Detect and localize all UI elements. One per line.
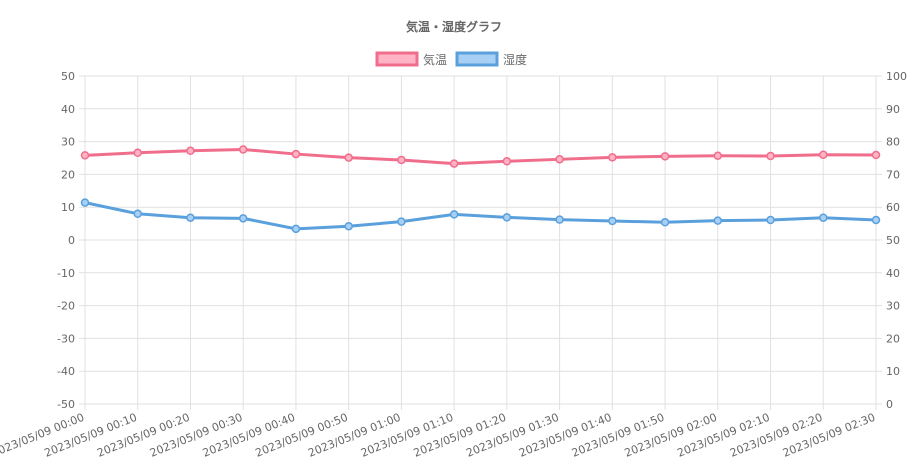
data-point-temperature[interactable] [291,149,301,159]
left-y-tick-label: 0 [68,234,75,247]
chart-title: 気温・湿度グラフ [406,19,502,34]
data-point-humidity[interactable] [344,221,353,231]
left-y-axis: 50 40 30 20 10 0 -10 -20 -30 -40 -50 [57,70,75,411]
left-y-tick-label: 20 [61,168,75,181]
right-y-tick-label: 40 [886,267,900,280]
left-y-tick-label: -50 [57,398,75,411]
data-point-temperature[interactable] [397,155,406,165]
data-point-humidity[interactable] [238,214,248,223]
left-y-tick-label: 40 [61,103,75,116]
legend-label-humidity: 湿度 [503,52,527,67]
data-point-humidity[interactable] [819,213,828,222]
data-point-temperature[interactable] [238,145,248,154]
left-y-tick-label: -20 [57,300,75,313]
legend-item-humidity[interactable]: 湿度 [455,51,527,67]
data-point-humidity[interactable] [766,215,775,225]
data-point-humidity[interactable] [80,198,90,207]
data-point-temperature[interactable] [186,146,195,156]
legend-label-temperature: 気温 [423,52,447,67]
left-y-tick-label: 50 [61,70,75,83]
series-line-humidity [84,201,877,231]
data-point-humidity[interactable] [660,218,670,227]
data-point-temperature[interactable] [660,152,670,161]
data-point-temperature[interactable] [502,157,512,166]
legend-swatch-humidity [455,51,499,67]
data-point-temperature[interactable] [608,153,617,162]
data-point-temperature[interactable] [819,150,828,159]
series-layer [80,145,881,234]
right-y-tick-label: 10 [886,365,900,378]
x-tick-label: 2023/05/09 02:30 [781,411,877,460]
right-y-tick-label: 80 [886,136,900,149]
left-y-tick-label: -40 [57,365,75,378]
data-point-temperature[interactable] [133,148,142,158]
data-point-temperature[interactable] [449,159,459,168]
right-y-tick-label: 90 [886,103,900,116]
left-y-tick-label: -30 [57,332,75,345]
legend-swatch-temperature [375,51,419,67]
right-y-tick-label: 50 [886,234,900,247]
data-point-temperature[interactable] [555,155,564,164]
data-point-humidity[interactable] [133,209,142,219]
data-point-humidity[interactable] [397,217,406,226]
data-point-humidity[interactable] [186,213,195,222]
data-point-humidity[interactable] [502,213,512,222]
data-point-humidity[interactable] [291,224,301,234]
right-y-tick-label: 60 [886,201,900,214]
data-point-temperature[interactable] [80,151,90,160]
right-y-tick-label: 0 [886,398,893,411]
data-point-temperature[interactable] [344,153,353,162]
right-y-tick-label: 100 [886,70,907,83]
right-y-tick-label: 70 [886,168,900,181]
data-point-temperature[interactable] [713,151,723,160]
data-point-humidity[interactable] [449,210,459,219]
data-point-humidity[interactable] [555,215,564,224]
left-y-tick-label: 30 [61,136,75,149]
right-y-tick-label: 20 [886,332,900,345]
grid-lines [79,75,882,410]
legend: 気温 湿度 [375,51,527,67]
series-line-temperature [84,147,877,166]
data-point-temperature[interactable] [766,151,775,161]
data-point-humidity[interactable] [871,215,881,225]
data-point-humidity[interactable] [713,216,723,225]
data-point-humidity[interactable] [608,216,617,226]
legend-item-temperature[interactable]: 気温 [375,51,447,67]
left-y-tick-label: 10 [61,201,75,214]
data-point-temperature[interactable] [871,150,881,160]
left-y-tick-label: -10 [57,267,75,280]
right-y-tick-label: 30 [886,300,900,313]
